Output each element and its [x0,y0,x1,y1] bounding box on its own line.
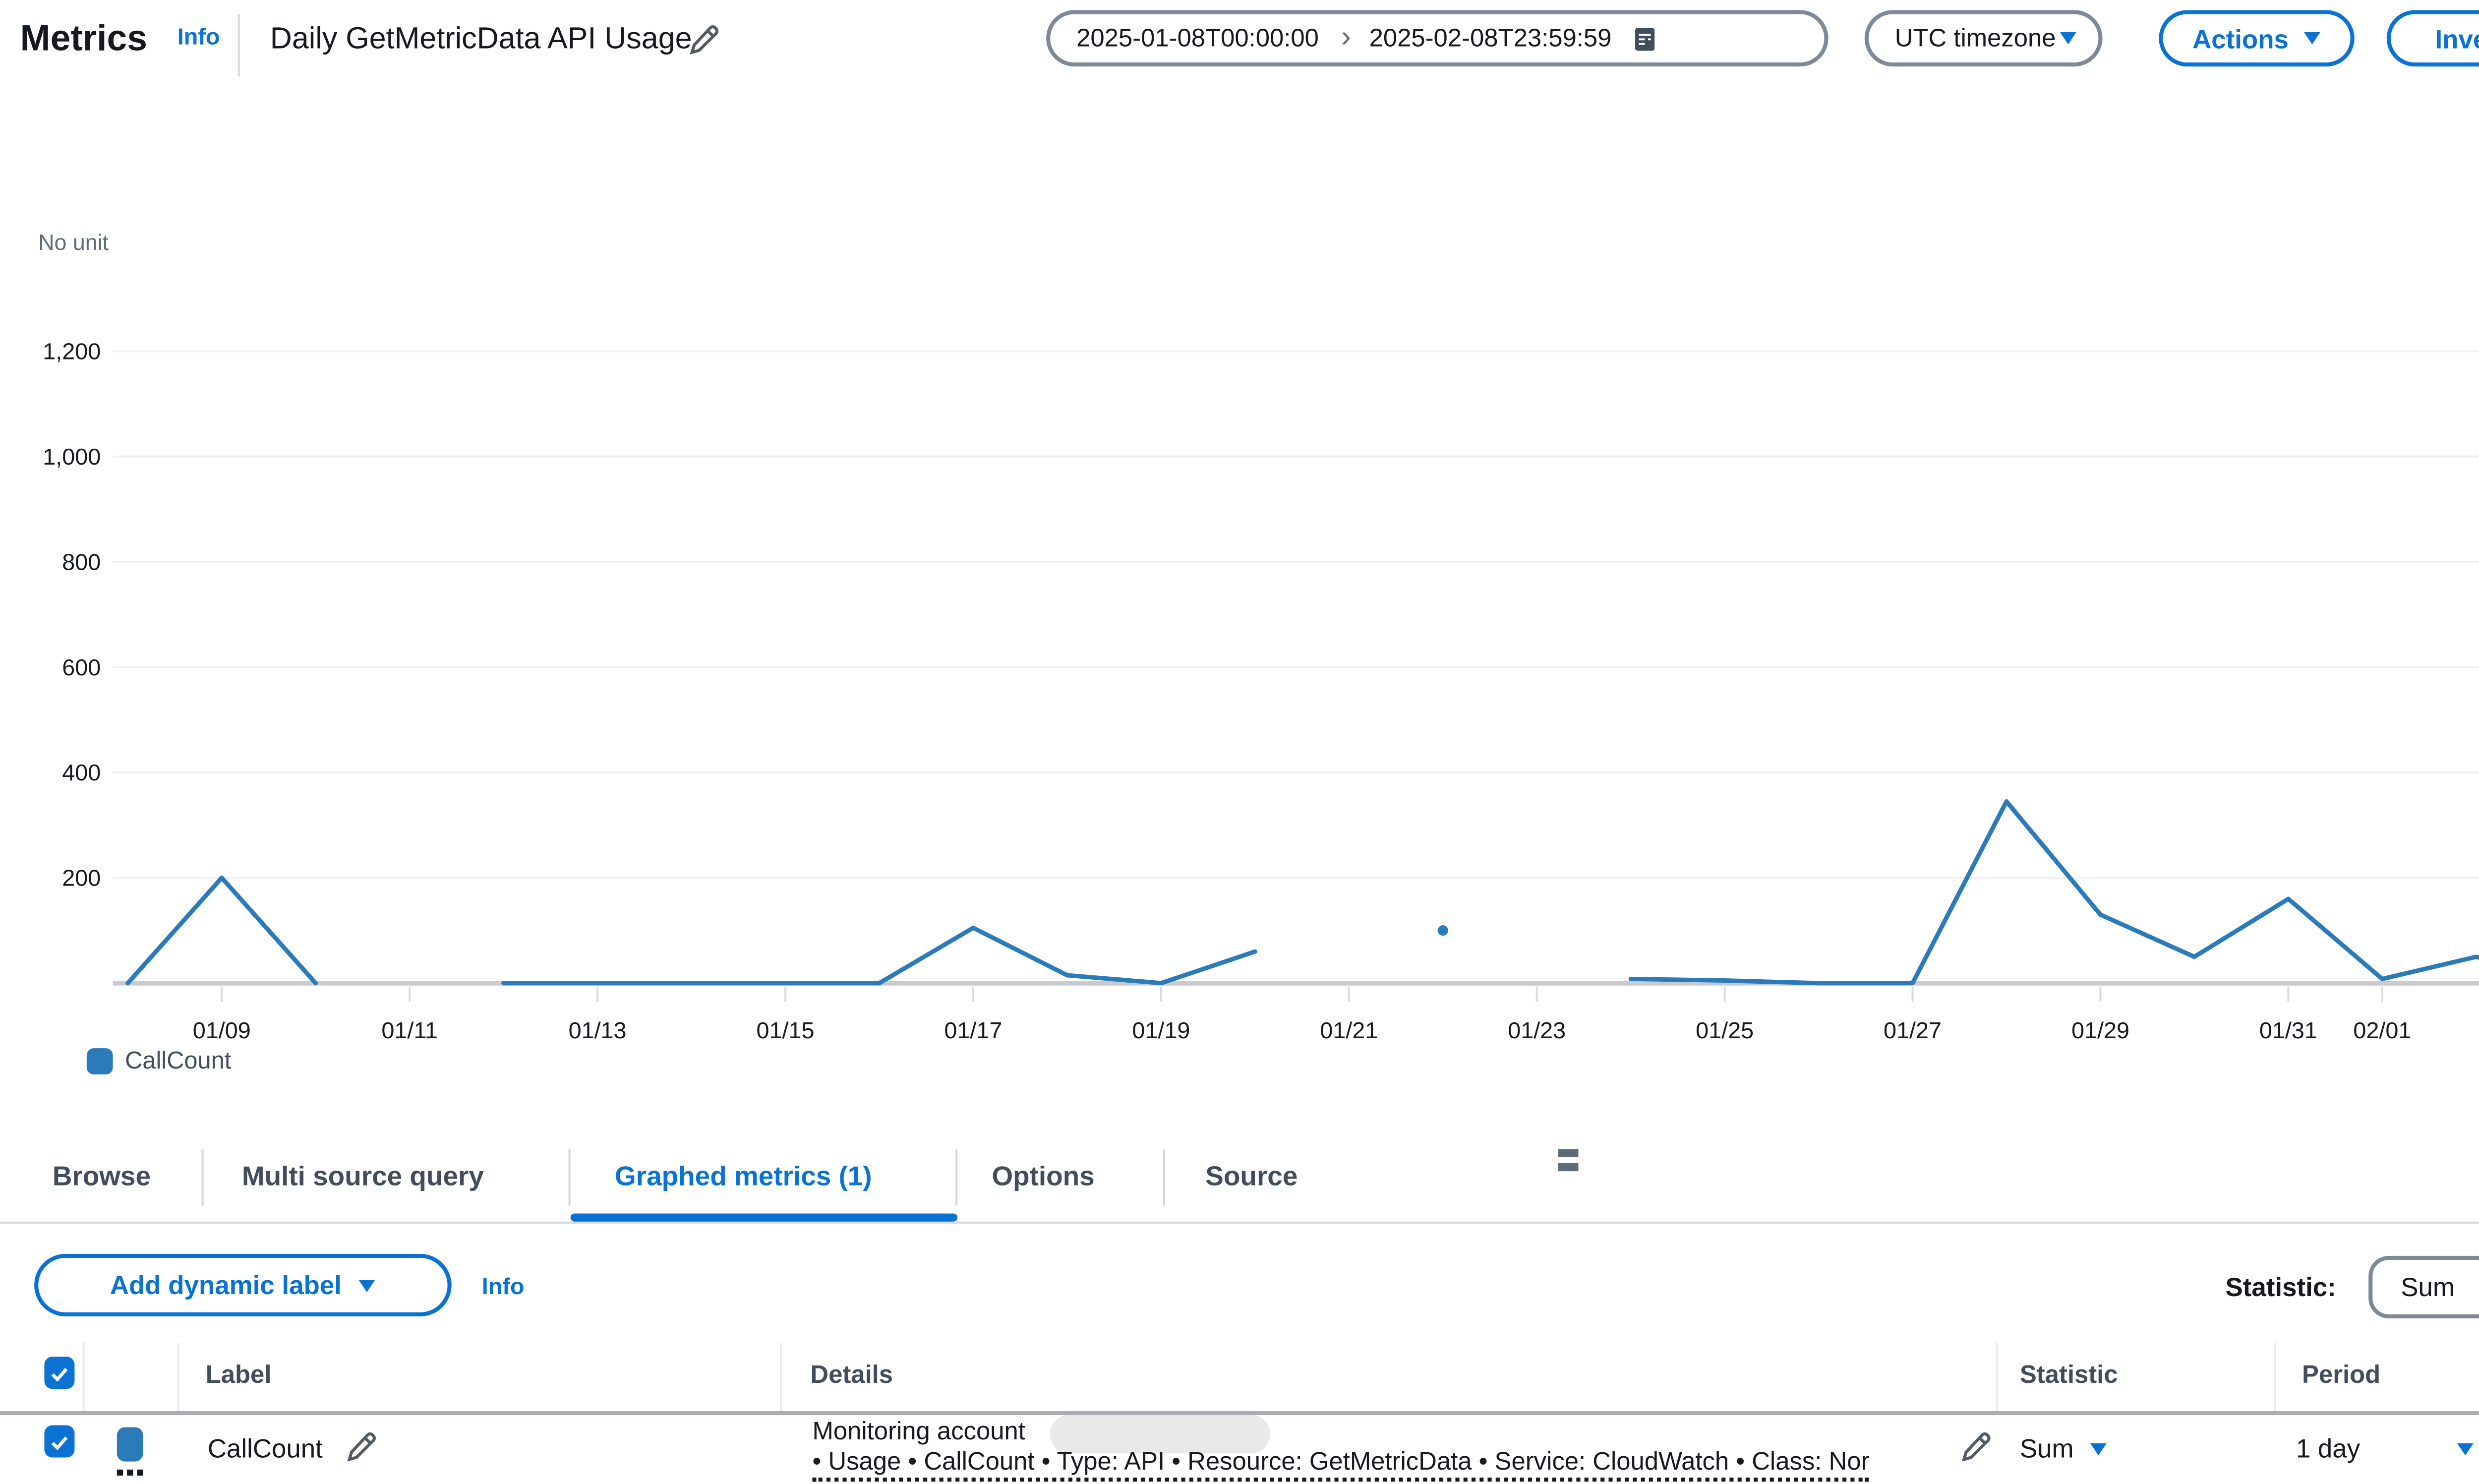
legend-item-callcount[interactable]: CallCount [86,1046,232,1075]
metrics-info-link[interactable]: Info [177,26,220,51]
column-divider [177,1342,179,1411]
y-axis-labels: 200 400 600 800 1,000 1,200 [43,339,101,891]
add-dynamic-label-text: Add dynamic label [110,1270,342,1301]
actions-label: Actions [2192,23,2289,54]
gridlines [113,350,2479,879]
time-range-end: 2025-02-08T23:59:59 [1369,24,1612,53]
svg-text:01/29: 01/29 [2071,1017,2129,1043]
tabs-rule [0,1221,2479,1224]
svg-text:01/11: 01/11 [381,1017,438,1043]
statistic-value: Sum [2401,1272,2455,1303]
active-tab-underline [570,1213,958,1222]
svg-text:1,000: 1,000 [43,444,101,470]
svg-text:01/31: 01/31 [2259,1017,2317,1043]
series-CallCount [125,799,2479,986]
chevron-down-icon [2060,32,2076,45]
metric-color-swatch[interactable] [117,1427,143,1462]
add-dynamic-label-button[interactable]: Add dynamic label [34,1253,452,1316]
chevron-down-icon [2090,1442,2106,1455]
panel-resize-handle[interactable] [1558,1149,1579,1173]
svg-text:01/27: 01/27 [1884,1017,1942,1043]
graph-title: Daily GetMetricData API Usage [270,22,692,57]
tab-divider [568,1149,571,1206]
column-divider [1996,1342,1998,1411]
column-period[interactable]: Period [2302,1361,2381,1389]
chevron-down-icon [2304,32,2321,45]
tab-divider [955,1149,958,1206]
svg-text:400: 400 [62,760,101,785]
svg-text:01/13: 01/13 [569,1017,627,1043]
timezone-select[interactable]: UTC timezone [1864,10,2103,67]
svg-text:800: 800 [62,549,101,575]
row-period-value: 1 day [2296,1433,2361,1464]
edit-label-pencil-icon[interactable] [347,1431,377,1462]
header-bottom-border [0,1411,2479,1416]
svg-text:600: 600 [62,654,101,680]
row-statistic-value: Sum [2019,1433,2074,1464]
statistic-select[interactable]: Sum [2368,1255,2479,1318]
time-range-picker[interactable]: 2025-01-08T00:00:00 › 2025-02-08T23:59:5… [1046,10,1829,67]
svg-text:01/19: 01/19 [1132,1017,1190,1043]
column-divider [2274,1342,2276,1411]
tab-options[interactable]: Options [992,1161,1095,1191]
tab-multi-source-query[interactable]: Multi source query [241,1161,484,1191]
svg-text:01/17: 01/17 [944,1017,1002,1043]
page-title: Metrics [20,18,147,59]
legend-label: CallCount [125,1046,232,1075]
svg-text:01/15: 01/15 [756,1017,814,1043]
column-details[interactable]: Details [810,1361,893,1389]
calendar-icon[interactable] [1632,23,1660,54]
column-label[interactable]: Label [205,1361,272,1389]
svg-text:01/25: 01/25 [1696,1017,1754,1043]
tab-browse[interactable]: Browse [52,1161,151,1191]
statistic-label: Statistic: [2225,1272,2336,1303]
edit-details-pencil-icon[interactable] [1961,1431,1992,1462]
chevron-down-icon [359,1279,376,1292]
column-statistic[interactable]: Statistic [2019,1361,2118,1389]
tab-graphed-metrics[interactable]: Graphed metrics (1) [615,1161,872,1191]
time-range-start: 2025-01-08T00:00:00 [1076,24,1319,53]
x-axis-ticks [221,987,2383,1002]
investigate-label: Investigate [2435,23,2479,54]
top-bar: Metrics Info Daily GetMetricData API Usa… [0,0,2479,97]
dynamic-label-info-link[interactable]: Info [481,1276,525,1301]
column-divider [82,1342,85,1411]
row-statistic-select[interactable]: Sum [2020,1433,2106,1464]
tab-divider [1163,1149,1165,1206]
row-details-line1: Monitoring account [812,1417,1025,1446]
y-axis-unit-label: No unit [38,231,109,255]
svg-text:01/23: 01/23 [1508,1017,1566,1043]
row-period-select[interactable]: 1 day [2296,1433,2474,1464]
row-checkbox[interactable] [44,1425,75,1458]
select-all-checkbox[interactable] [44,1357,75,1389]
edit-title-pencil-icon[interactable] [689,24,719,55]
investigate-button[interactable]: Investigate [2386,10,2479,67]
row-details-line2[interactable]: • Usage • CallCount • Type: API • Resour… [812,1447,1870,1482]
timezone-value: UTC timezone [1894,24,2056,53]
svg-text:1,200: 1,200 [43,339,101,364]
range-chevron-icon: › [1341,19,1351,54]
actions-button[interactable]: Actions [2159,10,2355,67]
x-axis-labels: 01/09 01/11 01/13 01/15 01/17 01/19 01/21 01/23… [193,1017,2412,1043]
tab-source[interactable]: Source [1205,1161,1298,1191]
redacted-account-id [1050,1415,1270,1454]
row-label: CallCount [207,1433,323,1464]
title-divider [237,14,240,77]
tab-divider [201,1149,204,1206]
column-divider [780,1342,782,1411]
svg-text:01/21: 01/21 [1320,1017,1378,1043]
swatch-ellipsis-dots [117,1469,145,1476]
chevron-down-icon [2457,1442,2474,1455]
svg-text:02/01: 02/01 [2353,1017,2411,1043]
svg-text:01/09: 01/09 [193,1017,251,1043]
svg-text:200: 200 [62,865,101,891]
legend-swatch [86,1047,113,1073]
